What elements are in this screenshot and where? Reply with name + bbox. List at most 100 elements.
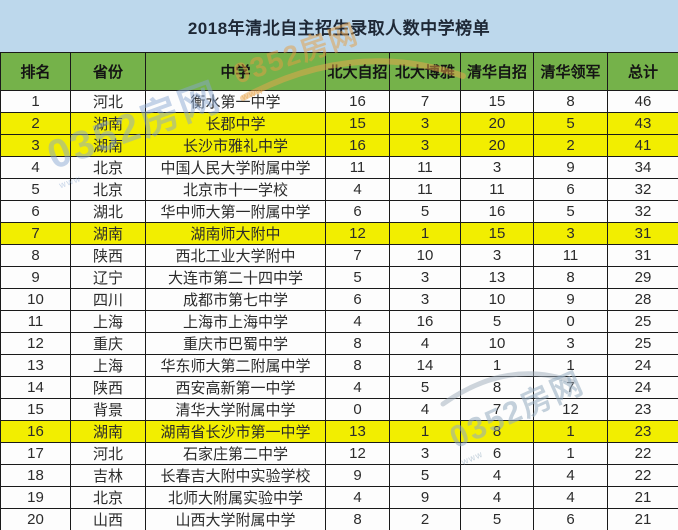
table-cell: 5: [533, 112, 608, 135]
table-cell: 3: [460, 244, 534, 267]
table-cell: 成都市第七中学: [145, 288, 326, 311]
table-cell: 6: [533, 178, 608, 201]
table-cell: 22: [607, 464, 678, 487]
table-cell: 4: [0, 156, 71, 179]
table-row: 2 湖南 长郡中学 15 3 20 5 43: [0, 112, 678, 135]
table-cell: 7: [0, 222, 71, 245]
column-header-7: 总计: [607, 52, 678, 91]
table-cell: 22: [607, 442, 678, 465]
table-cell: 湖南: [70, 222, 146, 245]
table-cell: 20: [460, 134, 534, 157]
table-cell: 湖南: [70, 134, 146, 157]
table-cell: 5: [389, 376, 461, 399]
table-cell: 43: [607, 112, 678, 135]
table-cell: 3: [389, 134, 461, 157]
table-cell: 13: [325, 420, 390, 443]
table-cell: 25: [607, 332, 678, 355]
table-row: 19 北京 北师大附属实验中学 4 9 4 4 21: [0, 486, 678, 509]
table-cell: 34: [607, 156, 678, 179]
table-cell: 10: [0, 288, 71, 311]
table-cell: 13: [460, 266, 534, 289]
table-cell: 20: [460, 112, 534, 135]
table-cell: 4: [325, 310, 390, 333]
table-cell: 29: [607, 266, 678, 289]
table-cell: 4: [325, 486, 390, 509]
table-cell: 16: [389, 310, 461, 333]
table-cell: 16: [325, 134, 390, 157]
table-header-row: 排名 省份 中学 北大自招 北大博雅 清华自招 清华领军 总计: [0, 52, 678, 91]
table-cell: 衡水第一中学: [145, 90, 326, 113]
table-row: 4 北京 中国人民大学附属中学 11 11 3 9 34: [0, 156, 678, 179]
table-cell: 3: [533, 332, 608, 355]
page-title-text: 2018年清北自主招生录取人数中学榜单: [187, 18, 491, 38]
table-cell: 12: [533, 398, 608, 421]
column-header-4: 北大博雅: [389, 52, 461, 91]
table-cell: 北京市十一学校: [145, 178, 326, 201]
table-cell: 4: [533, 464, 608, 487]
table-cell: 4: [389, 332, 461, 355]
column-header-2: 中学: [145, 52, 326, 91]
table-cell: 山西: [70, 508, 146, 530]
table-cell: 7: [533, 376, 608, 399]
table-cell: 陕西: [70, 244, 146, 267]
table-cell: 1: [0, 90, 71, 113]
table-cell: 32: [607, 200, 678, 223]
table-cell: 0: [533, 310, 608, 333]
table-cell: 0: [325, 398, 390, 421]
table-cell: 11: [460, 178, 534, 201]
table-cell: 5: [325, 266, 390, 289]
table-cell: 1: [533, 442, 608, 465]
table-cell: 7: [460, 398, 534, 421]
table-cell: 23: [607, 398, 678, 421]
table-row: 5 北京 北京市十一学校 4 11 11 6 32: [0, 178, 678, 201]
table-cell: 5: [460, 310, 534, 333]
column-header-0: 排名: [0, 52, 71, 91]
table-cell: 6: [0, 200, 71, 223]
table-cell: 3: [389, 288, 461, 311]
table-row: 9 辽宁 大连市第二十四中学 5 3 13 8 29: [0, 266, 678, 289]
table-cell: 1: [460, 354, 534, 377]
table-cell: 9: [533, 156, 608, 179]
table-row: 15 背景 清华大学附属中学 0 4 7 12 23: [0, 398, 678, 421]
table-cell: 14: [0, 376, 71, 399]
table-cell: 背景: [70, 398, 146, 421]
table-cell: 大连市第二十四中学: [145, 266, 326, 289]
table-cell: 2: [0, 112, 71, 135]
table-cell: 46: [607, 90, 678, 113]
table-cell: 11: [389, 178, 461, 201]
table-cell: 清华大学附属中学: [145, 398, 326, 421]
table-cell: 5: [533, 200, 608, 223]
table-cell: 8: [533, 266, 608, 289]
table-cell: 长郡中学: [145, 112, 326, 135]
table-cell: 21: [607, 508, 678, 530]
table-cell: 32: [607, 178, 678, 201]
table-cell: 北京: [70, 156, 146, 179]
table-cell: 4: [460, 464, 534, 487]
table-cell: 7: [325, 244, 390, 267]
table-cell: 21: [607, 486, 678, 509]
table-cell: 16: [0, 420, 71, 443]
table-cell: 长沙市雅礼中学: [145, 134, 326, 157]
table-cell: 上海市上海中学: [145, 310, 326, 333]
table-cell: 5: [0, 178, 71, 201]
table-row: 8 陕西 西北工业大学附中 7 10 3 11 31: [0, 244, 678, 267]
table-cell: 4: [533, 486, 608, 509]
table-cell: 吉林: [70, 464, 146, 487]
table-cell: 8: [533, 90, 608, 113]
table-cell: 4: [460, 486, 534, 509]
table-cell: 2: [533, 134, 608, 157]
table-cell: 西安高新第一中学: [145, 376, 326, 399]
table-cell: 辽宁: [70, 266, 146, 289]
table-cell: 3: [0, 134, 71, 157]
table-row: 12 重庆 重庆市巴蜀中学 8 4 10 3 25: [0, 332, 678, 355]
table-row: 20 山西 山西大学附属中学 8 2 5 6 21: [0, 508, 678, 530]
table-cell: 湖北: [70, 200, 146, 223]
table-cell: 1: [389, 420, 461, 443]
table-cell: 12: [0, 332, 71, 355]
table-cell: 河北: [70, 442, 146, 465]
table-cell: 5: [389, 200, 461, 223]
table-cell: 17: [0, 442, 71, 465]
table-cell: 24: [607, 376, 678, 399]
table-cell: 11: [389, 156, 461, 179]
table-cell: 6: [325, 200, 390, 223]
